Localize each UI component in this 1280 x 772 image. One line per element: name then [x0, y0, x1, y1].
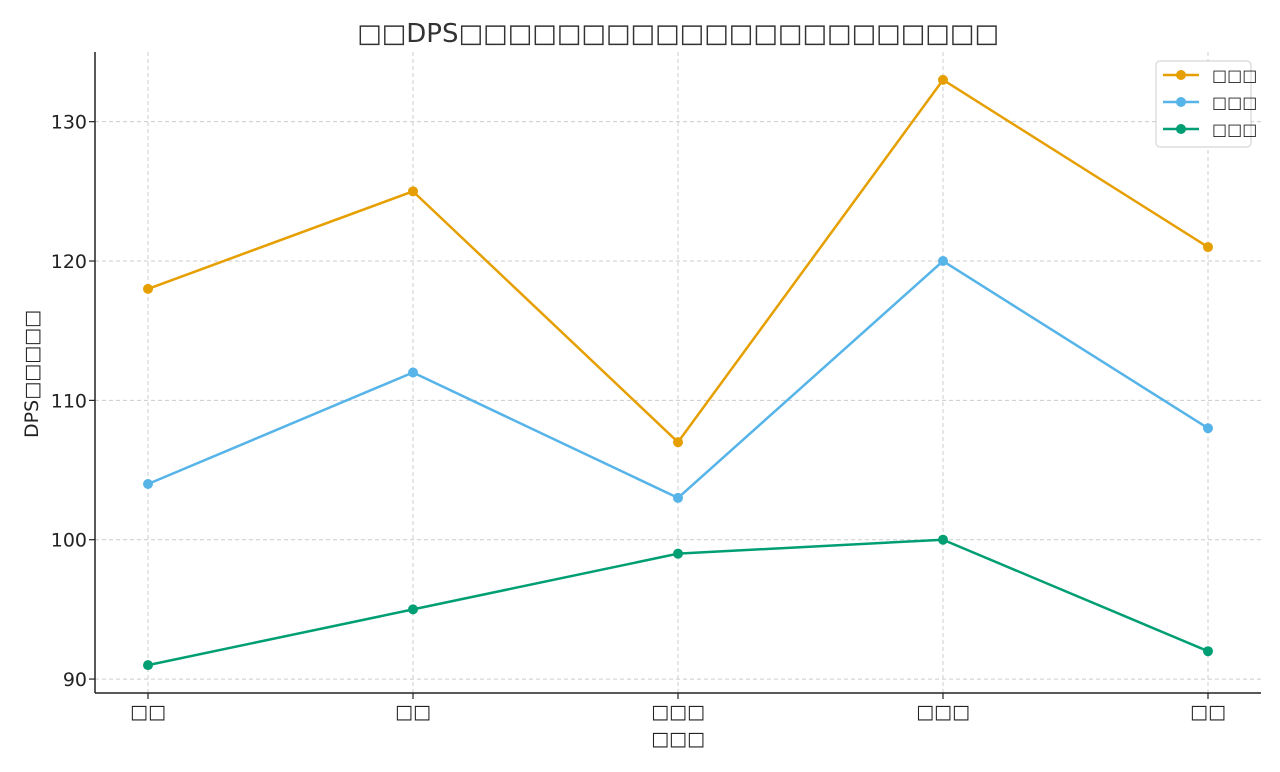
- chart-title: □□DPS□□□□□□□□□□□□□□□□□□□□□□: [357, 19, 999, 49]
- data-point: [1203, 646, 1213, 657]
- data-point: [673, 492, 683, 503]
- data-point: [408, 186, 418, 197]
- data-point: [938, 74, 948, 85]
- legend-marker: [1176, 97, 1186, 107]
- x-tick-label: □□□: [916, 701, 970, 723]
- data-point: [938, 534, 948, 545]
- series-line: [146, 259, 1210, 500]
- data-point: [1203, 423, 1213, 434]
- data-point: [673, 548, 683, 559]
- x-axis-label: □□□: [651, 728, 705, 750]
- data-point: [143, 660, 153, 671]
- x-tick-label: □□□: [651, 701, 705, 723]
- legend: □□□ □□□ □□□: [1155, 60, 1257, 148]
- series-group: [143, 256, 1213, 503]
- series-layer: [143, 74, 1213, 671]
- y-tick-label: 90: [63, 669, 87, 691]
- x-tick-label: □□: [395, 701, 431, 723]
- series-group: [143, 534, 1213, 671]
- data-point: [673, 437, 683, 448]
- y-tick-label: 120: [51, 251, 87, 273]
- legend-items: □□□ □□□ □□□: [1163, 66, 1257, 139]
- x-tick-label: □□: [1190, 701, 1226, 723]
- grid-layer: [95, 52, 1261, 693]
- x-tick-label: □□: [130, 701, 166, 723]
- data-point: [143, 478, 153, 489]
- y-tick-label: 100: [51, 530, 87, 552]
- legend-label: □□□: [1212, 120, 1257, 139]
- legend-label: □□□: [1212, 66, 1257, 85]
- y-tick-label: 110: [51, 390, 87, 412]
- y-axis-label: DPS□□□□□: [21, 310, 43, 438]
- data-point: [143, 283, 153, 294]
- data-point: [408, 604, 418, 615]
- legend-marker: [1176, 70, 1186, 80]
- legend-label: □□□: [1212, 93, 1257, 112]
- axes-layer: [94, 52, 1261, 694]
- data-point: [1203, 242, 1213, 253]
- series-group: [143, 74, 1213, 448]
- data-point: [408, 367, 418, 378]
- y-tick-label: 130: [51, 112, 87, 134]
- data-point: [938, 256, 948, 267]
- legend-marker: [1176, 124, 1186, 134]
